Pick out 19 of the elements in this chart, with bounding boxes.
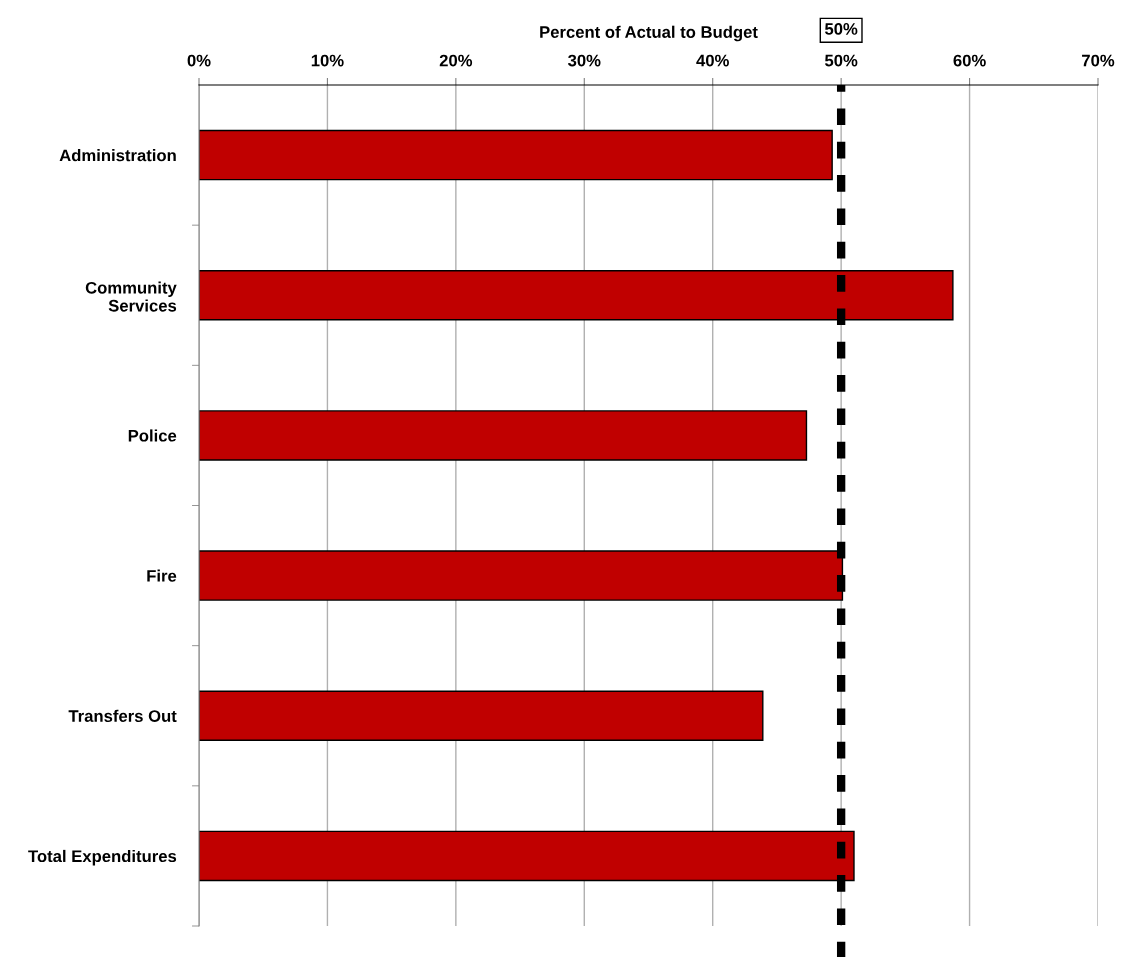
y-tick-label: Total Expenditures bbox=[28, 849, 177, 866]
x-tick-label: 0% bbox=[187, 54, 211, 67]
bar bbox=[199, 690, 764, 741]
x-tick-label: 30% bbox=[567, 54, 601, 67]
y-tick-label: Community Services bbox=[85, 281, 177, 312]
ref-line-label: 50% bbox=[824, 23, 858, 35]
x-tick-label: 20% bbox=[439, 54, 473, 67]
y-tick-label: Police bbox=[128, 429, 177, 442]
x-tick-label: 40% bbox=[696, 54, 729, 67]
x-tick-label: 50% bbox=[824, 54, 858, 67]
y-tick-label: Transfers Out bbox=[68, 709, 177, 722]
chart-title: Percent of Actual to Budget bbox=[540, 25, 758, 42]
bar bbox=[199, 129, 833, 181]
y-tick-label: Administration bbox=[59, 149, 176, 162]
x-tick-label: 10% bbox=[311, 54, 344, 67]
x-tick-label: 60% bbox=[953, 54, 986, 67]
x-tick-label: 70% bbox=[1082, 54, 1115, 67]
y-tick-label: Fire bbox=[147, 569, 177, 582]
bar bbox=[199, 410, 808, 461]
